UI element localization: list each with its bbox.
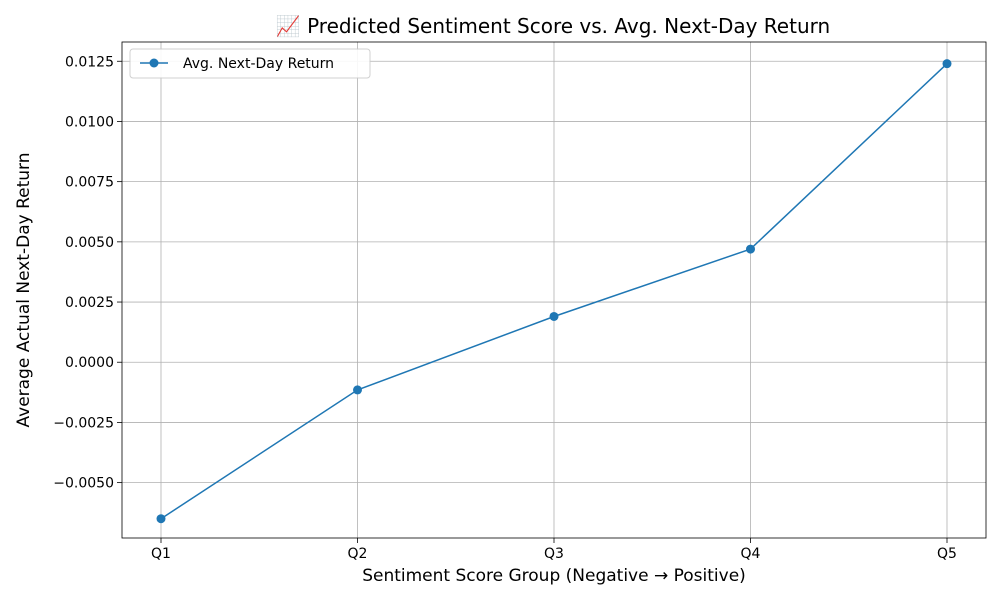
x-tick-label: Q3 (544, 546, 564, 562)
data-point (549, 311, 559, 321)
y-tick-label: 0.0050 (65, 235, 114, 251)
x-tick-label: Q4 (741, 546, 761, 562)
y-tick-label: −0.0050 (53, 476, 114, 492)
x-axis-ticks: Q1 Q2 Q3 Q4 Q5 (151, 538, 957, 562)
y-tick-label: 0.0100 (65, 114, 114, 130)
y-tick-label: 0.0025 (65, 295, 114, 311)
y-tick-label: 0.0075 (65, 175, 114, 191)
x-tick-label: Q2 (348, 546, 368, 562)
y-axis-label: Average Actual Next-Day Return (14, 153, 34, 428)
x-tick-label: Q1 (151, 546, 171, 562)
chart-title: 📈 Predicted Sentiment Score vs. Avg. Nex… (276, 14, 830, 38)
data-point (942, 59, 952, 69)
data-point (746, 244, 755, 254)
legend-marker-swatch (149, 58, 159, 68)
legend-box (129, 48, 371, 79)
data-point (156, 514, 166, 524)
y-axis-ticks: −0.0050 −0.0025 0.0000 0.0025 0.0050 0.0075 0.… (53, 54, 122, 492)
series-layer (156, 59, 952, 524)
gridlines (122, 42, 986, 538)
y-tick-label: 0.0125 (65, 54, 114, 70)
x-tick-label: Q5 (937, 546, 957, 562)
legend-label: Avg. Next-Day Return (183, 56, 334, 72)
data-point (353, 385, 362, 395)
y-tick-label: 0.0000 (65, 355, 114, 371)
x-axis-label: Sentiment Score Group (Negative → Positi… (362, 566, 746, 586)
y-tick-label: −0.0025 (53, 415, 114, 431)
legend: Avg. Next-Day Return (129, 48, 371, 79)
